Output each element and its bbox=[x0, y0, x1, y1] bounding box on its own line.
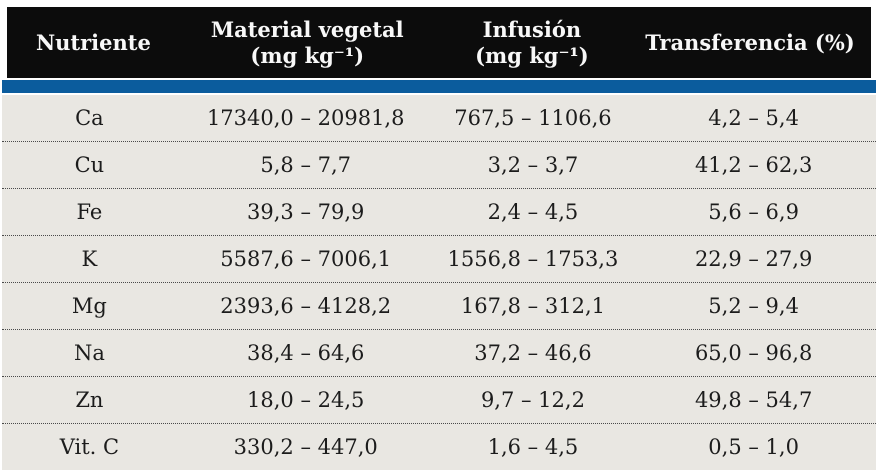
cell-transferencia: 41,2 – 62,3 bbox=[694, 153, 813, 177]
cell-transferencia: 4,2 – 5,4 bbox=[708, 106, 799, 130]
cell-transferencia: 5,2 – 9,4 bbox=[708, 294, 799, 318]
cell-material-vegetal: 5587,6 – 7006,1 bbox=[220, 247, 392, 271]
cell-material-vegetal: 18,0 – 24,5 bbox=[247, 388, 365, 412]
column-header-label: Infusión bbox=[482, 17, 582, 43]
table-row-k: K 5587,6 – 7006,1 1556,8 – 1753,3 22,9 –… bbox=[2, 235, 876, 282]
cell-nutrient: Mg bbox=[71, 294, 107, 318]
table-row-zn: Zn 18,0 – 24,5 9,7 – 12,2 49,8 – 54,7 bbox=[2, 376, 876, 423]
accent-bar bbox=[2, 80, 876, 93]
column-header-label: Nutriente bbox=[35, 29, 151, 55]
column-header-label: Material vegetal bbox=[210, 17, 404, 43]
cell-infusion: 9,7 – 12,2 bbox=[480, 388, 585, 412]
cell-nutrient: Cu bbox=[74, 153, 105, 177]
column-header-label: Transferencia (%) bbox=[645, 29, 855, 55]
cell-nutrient: Fe bbox=[76, 200, 103, 224]
cell-transferencia: 65,0 – 96,8 bbox=[694, 341, 813, 365]
column-header-nutriente: Nutriente bbox=[7, 30, 180, 55]
cell-material-vegetal: 5,8 – 7,7 bbox=[260, 153, 352, 177]
nutrient-transfer-table: Nutriente Material vegetal (mg kg⁻¹) Inf… bbox=[2, 7, 876, 470]
cell-infusion: 1556,8 – 1753,3 bbox=[447, 247, 619, 271]
cell-nutrient: K bbox=[81, 247, 98, 271]
cell-transferencia: 5,6 – 6,9 bbox=[708, 200, 799, 224]
cell-transferencia: 49,8 – 54,7 bbox=[694, 388, 813, 412]
cell-nutrient: Na bbox=[73, 341, 105, 365]
cell-transferencia: 22,9 – 27,9 bbox=[694, 247, 813, 271]
cell-nutrient: Zn bbox=[75, 388, 104, 412]
table-row-fe: Fe 39,3 – 79,9 2,4 – 4,5 5,6 – 6,9 bbox=[2, 188, 876, 235]
cell-nutrient: Ca bbox=[75, 106, 104, 130]
column-header-transferencia: Transferencia (%) bbox=[629, 30, 871, 55]
cell-nutrient: Vit. C bbox=[59, 435, 120, 459]
table-row-ca: Ca 17340,0 – 20981,8 767,5 – 1106,6 4,2 … bbox=[2, 95, 876, 141]
table-row-mg: Mg 2393,6 – 4128,2 167,8 – 312,1 5,2 – 9… bbox=[2, 282, 876, 329]
table-body: Ca 17340,0 – 20981,8 767,5 – 1106,6 4,2 … bbox=[2, 95, 876, 470]
column-header-unit: (mg kg⁻¹) bbox=[475, 42, 589, 68]
table-row-na: Na 38,4 – 64,6 37,2 – 46,6 65,0 – 96,8 bbox=[2, 329, 876, 376]
cell-material-vegetal: 17340,0 – 20981,8 bbox=[206, 106, 405, 130]
table-row-cu: Cu 5,8 – 7,7 3,2 – 3,7 41,2 – 62,3 bbox=[2, 141, 876, 188]
table-row-vit-c: Vit. C 330,2 – 447,0 1,6 – 4,5 0,5 – 1,0 bbox=[2, 423, 876, 470]
cell-transferencia: 0,5 – 1,0 bbox=[708, 435, 799, 459]
column-header-infusion: Infusión (mg kg⁻¹) bbox=[435, 17, 629, 67]
cell-infusion: 37,2 – 46,6 bbox=[474, 341, 592, 365]
column-header-unit: (mg kg⁻¹) bbox=[250, 42, 365, 68]
cell-material-vegetal: 2393,6 – 4128,2 bbox=[220, 294, 392, 318]
cell-infusion: 2,4 – 4,5 bbox=[487, 200, 579, 224]
cell-material-vegetal: 39,3 – 79,9 bbox=[247, 200, 365, 224]
cell-infusion: 1,6 – 4,5 bbox=[487, 435, 579, 459]
cell-infusion: 167,8 – 312,1 bbox=[460, 294, 605, 318]
cell-infusion: 767,5 – 1106,6 bbox=[454, 106, 612, 130]
column-header-material-vegetal: Material vegetal (mg kg⁻¹) bbox=[180, 17, 435, 67]
cell-material-vegetal: 38,4 – 64,6 bbox=[247, 341, 365, 365]
cell-infusion: 3,2 – 3,7 bbox=[487, 153, 579, 177]
table-header: Nutriente Material vegetal (mg kg⁻¹) Inf… bbox=[7, 7, 871, 78]
cell-material-vegetal: 330,2 – 447,0 bbox=[233, 435, 378, 459]
